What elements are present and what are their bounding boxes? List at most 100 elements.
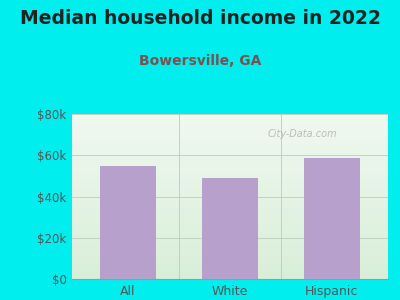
Bar — [72, 178, 388, 180]
Bar — [72, 211, 388, 213]
Bar — [72, 210, 388, 211]
Bar — [72, 261, 388, 262]
Bar — [72, 200, 388, 201]
Bar — [72, 195, 388, 196]
Bar — [72, 147, 388, 148]
Bar — [72, 157, 388, 158]
Bar — [72, 185, 388, 187]
Bar — [72, 162, 388, 164]
Bar — [72, 238, 388, 239]
Bar — [72, 172, 388, 173]
Bar — [72, 124, 388, 125]
Bar — [72, 208, 388, 210]
Bar — [72, 241, 388, 243]
Bar — [72, 167, 388, 168]
Bar — [72, 259, 388, 261]
Bar — [72, 148, 388, 150]
Bar — [72, 183, 388, 185]
Bar — [72, 223, 388, 224]
Bar — [72, 193, 388, 195]
Bar — [72, 257, 388, 259]
Bar — [72, 218, 388, 220]
Bar — [72, 268, 388, 269]
Bar — [100, 166, 156, 279]
Bar — [72, 165, 388, 167]
Bar — [72, 137, 388, 139]
Bar — [72, 122, 388, 124]
Text: Bowersville, GA: Bowersville, GA — [139, 54, 261, 68]
Bar — [72, 187, 388, 188]
Bar — [72, 249, 388, 251]
Bar — [72, 271, 388, 272]
Bar — [72, 198, 388, 200]
Bar — [72, 254, 388, 256]
Bar — [72, 129, 388, 130]
Bar — [72, 203, 388, 205]
Bar — [72, 158, 388, 160]
Bar — [72, 228, 388, 230]
Bar — [72, 244, 388, 246]
Bar — [72, 188, 388, 190]
Bar — [72, 170, 388, 172]
Bar — [72, 234, 388, 236]
Bar — [72, 213, 388, 214]
Bar — [72, 248, 388, 249]
Bar — [72, 117, 388, 119]
Bar — [72, 154, 388, 155]
Bar — [72, 272, 388, 274]
Bar — [72, 230, 388, 231]
Bar — [72, 216, 388, 218]
Bar — [72, 224, 388, 226]
Bar — [72, 190, 388, 191]
Bar — [202, 178, 258, 279]
Bar — [72, 246, 388, 247]
Bar — [72, 175, 388, 177]
Text: Median household income in 2022: Median household income in 2022 — [20, 9, 380, 28]
Bar — [72, 274, 388, 276]
Bar — [72, 253, 388, 254]
Bar — [72, 140, 388, 142]
Bar — [72, 226, 388, 228]
Bar — [72, 205, 388, 206]
Bar — [72, 155, 388, 157]
Bar — [304, 158, 360, 279]
Bar — [72, 134, 388, 135]
Bar — [72, 145, 388, 147]
Bar — [72, 139, 388, 140]
Bar — [72, 231, 388, 233]
Bar — [72, 196, 388, 198]
Bar — [72, 233, 388, 235]
Bar — [72, 256, 388, 257]
Bar — [72, 243, 388, 244]
Bar — [72, 264, 388, 266]
Bar — [72, 132, 388, 134]
Bar — [72, 266, 388, 268]
Bar — [72, 119, 388, 121]
Bar — [72, 116, 388, 117]
Bar — [72, 221, 388, 223]
Bar — [72, 201, 388, 203]
Bar — [72, 262, 388, 264]
Bar — [72, 144, 388, 145]
Bar — [72, 142, 388, 144]
Bar — [72, 251, 388, 253]
Bar — [72, 180, 388, 182]
Bar — [72, 177, 388, 178]
Bar — [72, 164, 388, 165]
Bar — [72, 277, 388, 279]
Bar — [72, 135, 388, 137]
Bar — [72, 150, 388, 152]
Bar — [72, 127, 388, 129]
Bar — [72, 220, 388, 221]
Bar — [72, 276, 388, 277]
Bar — [72, 130, 388, 132]
Bar — [72, 236, 388, 238]
Bar — [72, 191, 388, 193]
Bar — [72, 168, 388, 170]
Bar — [72, 114, 388, 116]
Bar — [72, 121, 388, 122]
Bar — [72, 160, 388, 162]
Bar — [72, 206, 388, 208]
Bar — [72, 239, 388, 241]
Bar — [72, 173, 388, 175]
